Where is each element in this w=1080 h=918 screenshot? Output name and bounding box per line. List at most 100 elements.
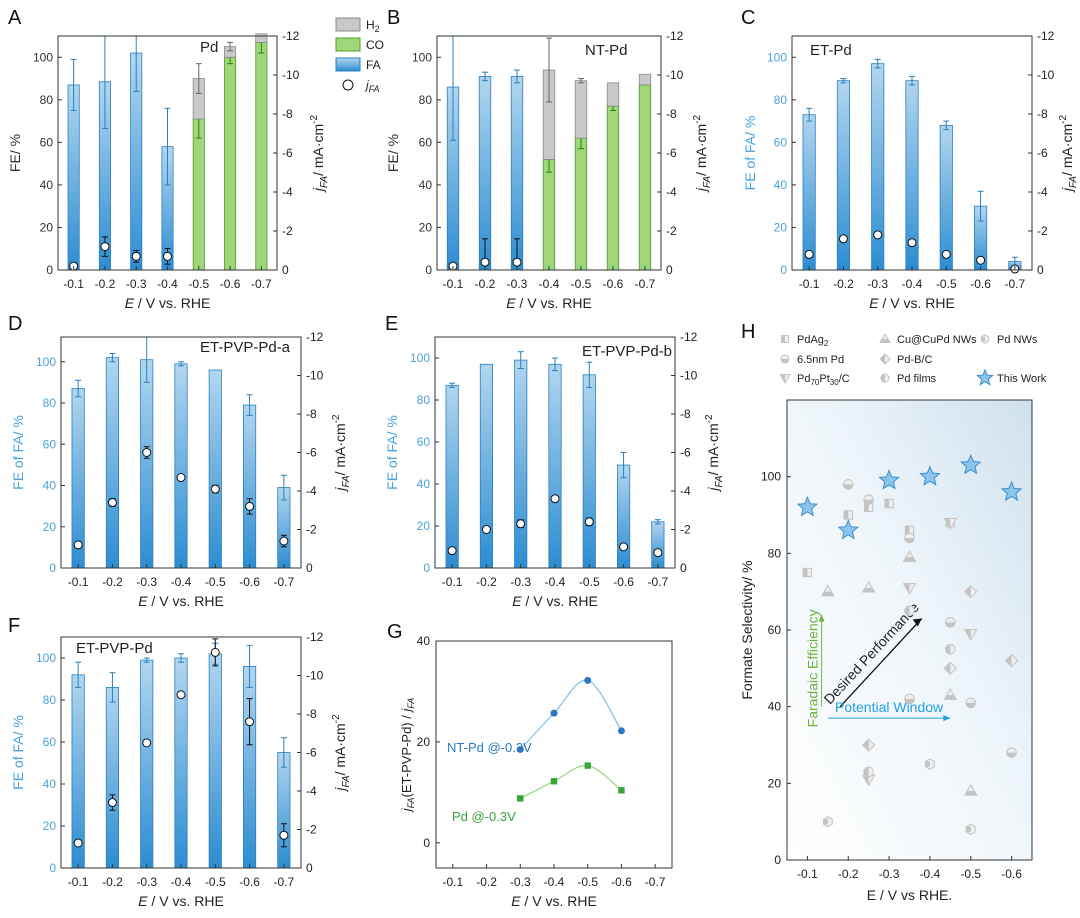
series-label: NT-Pd @-0.3V	[447, 740, 532, 755]
legend-jfa-marker	[342, 79, 354, 91]
legend-text: Cu@CuPd NWs	[897, 334, 977, 346]
x-tick-label: -0.3	[510, 575, 531, 589]
y-label-part: j	[399, 807, 414, 813]
y-tick-label: 60	[768, 623, 782, 637]
y2-label-symbol: j	[1059, 187, 1075, 193]
x-label-symbol: E	[511, 893, 521, 909]
x-axis-label: E / V vs. RHE	[138, 593, 224, 609]
bar-h2	[638, 73, 652, 86]
data-point-halfcircle-half	[965, 702, 976, 708]
x-tick-label: -0.2	[475, 277, 496, 291]
bar-fa	[140, 659, 154, 869]
y-tick-label: 100	[36, 651, 56, 665]
y2-tick-label: -2	[306, 823, 317, 837]
x-tick-label: -0.4	[545, 575, 566, 589]
y-tick-label: 0	[774, 853, 781, 867]
y2-label-sup: -2	[692, 114, 703, 123]
y-axis-label: FE of FA/ %	[10, 415, 26, 490]
data-point	[550, 709, 558, 717]
series-label: Pd @-0.3V	[452, 809, 516, 824]
data-point-circle-half	[863, 767, 869, 777]
x-tick-label: -0.5	[577, 875, 598, 889]
y-tick-label: 20	[417, 735, 431, 749]
y2-tick-label: -10	[282, 68, 300, 82]
y2-label-sub: FA	[714, 475, 725, 487]
y2-axis-label: jFA/ mA·cm-2	[1058, 114, 1079, 193]
bar-fa	[479, 363, 493, 569]
legend-label: Pd-B/C	[897, 354, 933, 366]
y2-tick-label: -6	[282, 146, 293, 160]
faradaic-efficiency-label: Faradaic Efficiency	[805, 609, 821, 727]
bar-fa	[548, 363, 562, 569]
y-tick-label: 60	[43, 437, 57, 451]
data-point-tridown-half	[862, 775, 869, 786]
y-tick-label: 60	[774, 135, 788, 149]
jfa-point	[907, 238, 917, 248]
legend-sub: 70	[810, 378, 819, 387]
x-tick-label: -0.6	[613, 575, 634, 589]
y-tick-label: 80	[40, 93, 54, 107]
panel-letter: D	[8, 313, 22, 335]
jfa-point	[804, 249, 814, 259]
y2-tick-label: -2	[1037, 224, 1048, 238]
data-point-halfcircle-half	[1006, 752, 1017, 758]
x-tick-label: -0.4	[171, 875, 192, 889]
y-tick-label: 20	[40, 220, 54, 234]
bar-fa	[514, 359, 528, 569]
y-tick-label: 20	[417, 519, 431, 533]
y2-tick-label: -6	[306, 446, 317, 460]
panel-b: B 0 20 40 60 80 100 0 -2 -4 -6 -8 -10 -12 -0.1 -0.2 -0.3…	[385, 7, 713, 311]
y2-tick-label: -8	[680, 407, 691, 421]
data-point-square-half	[905, 526, 910, 535]
y2-tick-label: -8	[306, 407, 317, 421]
jfa-point	[73, 540, 83, 550]
data-point-square-half	[884, 499, 890, 508]
y2-tick-label: -4	[680, 484, 691, 498]
jfa-point	[107, 798, 117, 808]
data-point-star	[837, 518, 860, 540]
potential-window-label: Potential Window	[835, 699, 944, 715]
data-point-triangle-half	[862, 587, 875, 593]
jfa-point	[100, 242, 110, 252]
y2-tick-label: -10	[666, 68, 684, 82]
y-tick-label: 80	[43, 396, 57, 410]
y-tick-label: 20	[419, 220, 433, 234]
y2-label-sub: FA	[702, 176, 713, 188]
data-point-tridown-half	[903, 583, 910, 594]
y2-tick-label: -12	[282, 29, 300, 43]
y2-tick-label: -6	[666, 146, 677, 160]
legend-marker-hexagon-half	[981, 336, 985, 342]
x-label-symbol: E	[512, 593, 522, 609]
x-tick-label: -0.2	[476, 575, 497, 589]
y2-tick-label: -10	[306, 369, 324, 383]
x-axis-label: E / V vs. RHE	[512, 593, 598, 609]
legend-marker-square-half	[781, 335, 785, 343]
panel-title: Pd	[200, 39, 218, 56]
y-tick-label: 0	[425, 263, 432, 277]
jfa-point	[653, 548, 663, 558]
x-tick-label: -0.1	[799, 277, 820, 291]
bar-fa	[105, 687, 119, 869]
x-label-text: / V vs. RHE	[516, 295, 592, 311]
legend-label: Cu@CuPd NWs	[897, 334, 977, 346]
jfa-point	[512, 257, 522, 267]
x-tick-label: -0.5	[205, 875, 226, 889]
y2-tick-label: 0	[282, 263, 289, 277]
y2-label-sub: FA	[341, 775, 352, 787]
x-tick-label: -0.1	[797, 867, 818, 881]
y-tick-label: 20	[774, 220, 788, 234]
y2-tick-label: -10	[306, 669, 324, 683]
x-tick-label: -0.1	[68, 575, 89, 589]
jfa-point	[73, 838, 83, 848]
y2-label-sup: -2	[309, 114, 320, 123]
x-tick-label: -0.7	[274, 875, 295, 889]
bar-fa	[242, 404, 257, 569]
y2-tick-label: -8	[306, 707, 317, 721]
y2-tick-label: 0	[666, 263, 673, 277]
jfa-point	[584, 517, 594, 527]
y2-tick-label: 0	[1037, 263, 1044, 277]
x-label-text: / V vs. RHE	[148, 593, 224, 609]
jfa-point	[976, 255, 986, 265]
legend-label: This Work	[997, 373, 1047, 385]
